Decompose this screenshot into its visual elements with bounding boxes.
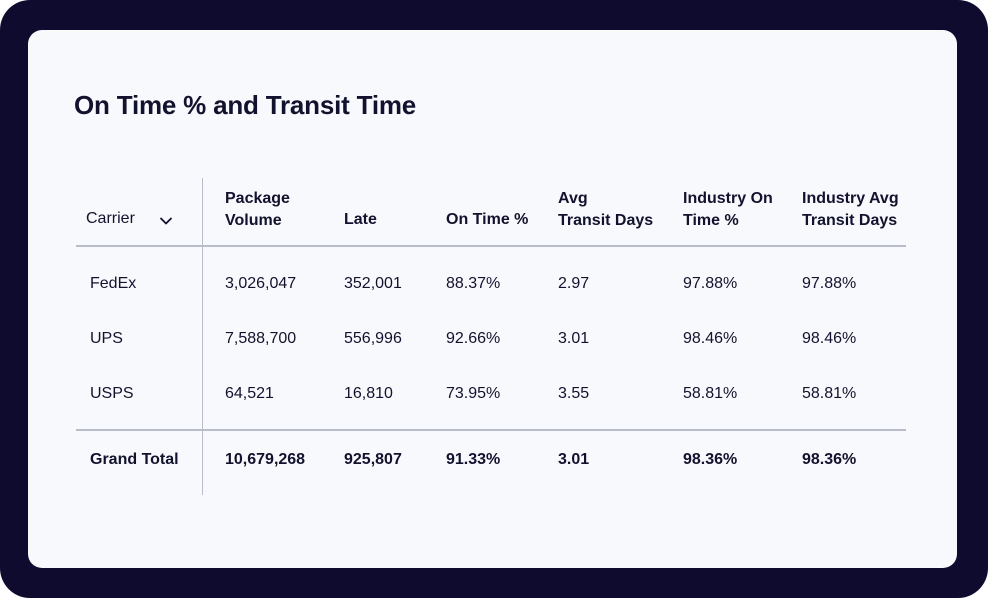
total-divider xyxy=(76,429,906,431)
row-industry-avg-transit: 97.88% xyxy=(802,275,857,292)
row-industry-on-time: 97.88% xyxy=(683,275,738,292)
row-package-volume: 7,588,700 xyxy=(225,330,297,347)
header-avg-transit-days: Avg Transit Days xyxy=(558,190,654,229)
row-industry-on-time: 98.46% xyxy=(683,330,738,347)
row-carrier: FedEx xyxy=(90,275,137,292)
carrier-sort-button[interactable] xyxy=(156,211,176,231)
total-late: 925,807 xyxy=(344,451,402,468)
row-avg-transit: 2.97 xyxy=(558,275,590,292)
total-industry-avg-transit: 98.36% xyxy=(802,451,857,468)
row-industry-avg-transit: 58.81% xyxy=(802,385,857,402)
header-package-volume: Package Volume xyxy=(225,190,290,229)
total-avg-transit: 3.01 xyxy=(558,451,590,468)
row-avg-transit: 3.55 xyxy=(558,385,590,402)
row-package-volume: 3,026,047 xyxy=(225,275,297,292)
row-late: 16,810 xyxy=(344,385,393,402)
header-late: Late xyxy=(344,211,377,228)
row-late: 352,001 xyxy=(344,275,402,292)
header-on-time: On Time % xyxy=(446,211,529,228)
row-industry-on-time: 58.81% xyxy=(683,385,738,402)
row-carrier: UPS xyxy=(90,330,123,347)
row-on-time: 73.95% xyxy=(446,385,501,402)
header-industry-avg-transit: Industry Avg Transit Days xyxy=(802,190,899,229)
row-industry-avg-transit: 98.46% xyxy=(802,330,857,347)
total-industry-on-time: 98.36% xyxy=(683,451,738,468)
row-late: 556,996 xyxy=(344,330,402,347)
header-industry-on-time: Industry On Time % xyxy=(683,190,773,229)
row-carrier: USPS xyxy=(90,385,134,402)
column-divider xyxy=(202,178,203,495)
total-package-volume: 10,679,268 xyxy=(225,451,306,468)
total-label: Grand Total xyxy=(90,451,179,468)
row-package-volume: 64,521 xyxy=(225,385,274,402)
header-divider xyxy=(76,245,906,247)
row-avg-transit: 3.01 xyxy=(558,330,590,347)
row-on-time: 88.37% xyxy=(446,275,501,292)
row-on-time: 92.66% xyxy=(446,330,501,347)
page-title: On Time % and Transit Time xyxy=(74,90,417,120)
report-card: On Time % and Transit Time Carrier Packa… xyxy=(28,30,957,568)
header-carrier: Carrier xyxy=(86,210,135,227)
chevron-down-icon xyxy=(160,217,172,225)
total-on-time: 91.33% xyxy=(446,451,501,468)
